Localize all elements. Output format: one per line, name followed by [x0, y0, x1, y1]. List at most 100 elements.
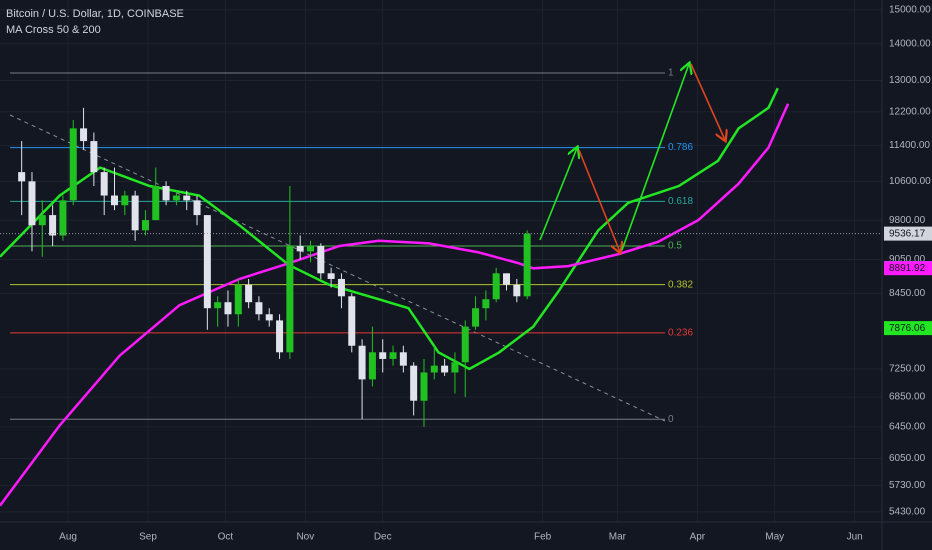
arrow: [621, 64, 689, 251]
candle-body: [379, 352, 387, 359]
fib-label: 1: [668, 68, 674, 79]
candle-body: [152, 186, 160, 221]
candle-body: [307, 246, 315, 252]
y-tick-label: 6850.00: [889, 392, 926, 403]
candle-body: [245, 284, 253, 303]
price-tag: [884, 226, 932, 241]
candle-body: [80, 128, 88, 142]
x-tick-label: Aug: [59, 532, 77, 543]
candle-body: [69, 128, 77, 201]
arrow: [539, 148, 577, 241]
candle-body: [348, 296, 356, 346]
y-tick-label: 9800.00: [889, 215, 926, 226]
candle-body: [276, 320, 284, 353]
candle-body: [111, 195, 119, 206]
candle-body: [18, 172, 26, 182]
candle-body: [451, 362, 459, 373]
grid: [0, 0, 882, 522]
candle-body: [100, 172, 108, 196]
x-tick-label: May: [765, 532, 784, 543]
candle-body: [296, 246, 304, 252]
candle-body: [49, 215, 57, 236]
candle-body: [420, 372, 428, 401]
x-tick-label: Apr: [690, 532, 706, 543]
candle-body: [358, 345, 366, 380]
price-tag: [884, 321, 932, 336]
y-tick-label: 10600.00: [889, 176, 931, 187]
candle-body: [121, 195, 129, 206]
y-tick-label: 14000.00: [889, 39, 931, 50]
price-tag-label: 7876.06: [889, 323, 926, 334]
candle-body: [472, 308, 480, 327]
candle-body: [441, 365, 449, 373]
x-tick-label: Dec: [374, 532, 392, 543]
x-tick-label: Jun: [847, 532, 863, 543]
y-tick-label: 13000.00: [889, 75, 931, 86]
candle-body: [492, 273, 500, 300]
fib-label: 0.5: [668, 241, 682, 252]
price-tag-label: 9536.17: [889, 228, 926, 239]
price-tag: [884, 261, 932, 276]
candle-body: [131, 195, 139, 231]
candle-body: [203, 215, 211, 309]
y-tick-label: 6050.00: [889, 453, 926, 464]
y-tick-label: 15000.00: [889, 4, 931, 15]
candle-body: [337, 278, 345, 297]
candle-body: [28, 181, 36, 226]
candle-body: [461, 326, 469, 363]
candle-body: [327, 273, 335, 279]
candle-body: [265, 314, 273, 321]
trend-line: [9, 114, 666, 422]
x-tick-label: Sep: [139, 532, 157, 543]
y-tick-label: 11400.00: [889, 140, 930, 151]
candle-body: [38, 215, 46, 226]
candle-body: [389, 352, 397, 359]
candle-body: [172, 195, 180, 201]
moving-average: [0, 87, 779, 371]
candle-body: [59, 200, 67, 236]
candle-body: [513, 284, 521, 297]
candle-body: [162, 186, 170, 201]
y-tick-label: 9050.00: [889, 254, 926, 265]
y-tick-label: 8450.00: [889, 288, 926, 299]
arrow: [578, 149, 620, 252]
projection-arrows: [539, 63, 725, 252]
candle-body: [430, 365, 438, 373]
candle-body: [286, 246, 294, 353]
x-tick-label: Nov: [296, 532, 314, 543]
fib-label: 0.786: [668, 142, 693, 153]
candle-body: [503, 273, 511, 285]
indicator-label: MA Cross 50 & 200: [6, 24, 101, 36]
candle-body: [523, 233, 531, 297]
candle-body: [255, 302, 263, 315]
candle-body: [482, 299, 490, 309]
candle-body: [399, 352, 407, 366]
candle-body: [317, 246, 325, 274]
y-tick-label: 5730.00: [889, 480, 926, 491]
candle-body: [224, 302, 232, 315]
x-tick-label: Oct: [218, 532, 234, 543]
fib-label: 0.236: [668, 328, 693, 339]
y-tick-label: 6450.00: [889, 421, 926, 432]
candle-body: [193, 200, 201, 216]
candle-body: [234, 284, 242, 315]
y-tick-label: 7250.00: [889, 364, 926, 375]
x-tick-label: Feb: [534, 532, 552, 543]
candle-body: [214, 302, 222, 309]
candle-body: [90, 141, 98, 173]
y-tick-label: 5430.00: [889, 507, 926, 518]
candle-body: [183, 195, 191, 201]
candle-body: [368, 352, 376, 380]
candle-body: [410, 365, 418, 401]
fib-label: 0.618: [668, 196, 693, 207]
fib-label: 0.382: [668, 279, 693, 290]
arrow: [690, 63, 725, 140]
price-tag-label: 8891.92: [889, 263, 926, 274]
moving-average: [0, 103, 790, 507]
candle-body: [141, 220, 149, 231]
fib-label: 0: [668, 414, 674, 425]
y-tick-label: 12200.00: [889, 107, 931, 118]
x-tick-label: Mar: [609, 532, 627, 543]
